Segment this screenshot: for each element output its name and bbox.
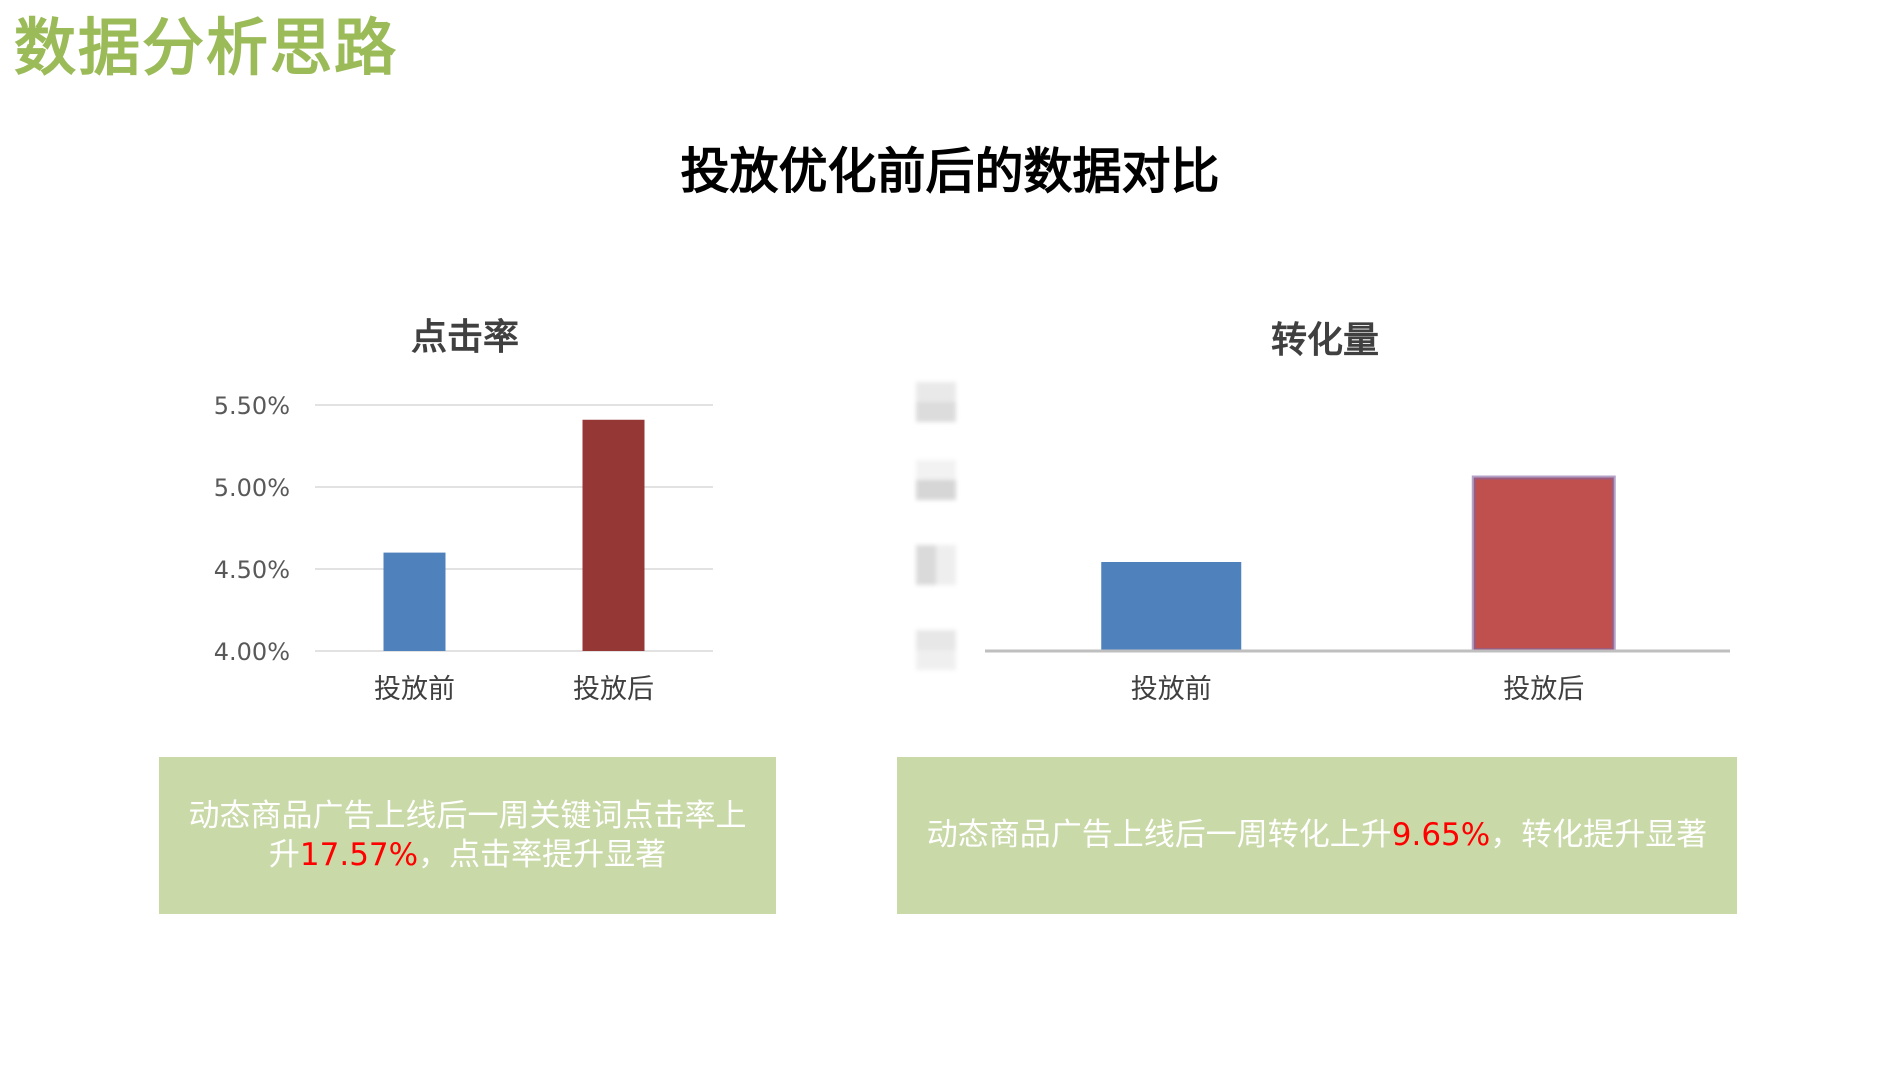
ctr-summary-callout: 动态商品广告上线后一周关键词点击率上升17.57%，点击率提升显著 <box>159 757 776 914</box>
y-tick-label: 4.00% <box>214 638 290 666</box>
conversion-increase-value: 9.65% <box>1391 817 1491 853</box>
ctr-chart-title: 点击率 <box>410 317 519 358</box>
blurred-y-label <box>916 460 956 500</box>
conversion-summary-tail: ，转化提升显著 <box>1490 817 1708 853</box>
blurred-y-label <box>916 630 956 670</box>
bar <box>582 419 645 651</box>
x-tick-label: 投放前 <box>1131 674 1212 705</box>
comparison-heading: 投放优化前后的数据对比 <box>680 143 1220 200</box>
bar <box>383 552 446 651</box>
conversion-bar-chart: 投放前 投放后 <box>985 475 1730 705</box>
blurred-y-label <box>916 382 956 422</box>
conversion-summary-callout: 动态商品广告上线后一周转化上升9.65%，转化提升显著 <box>897 757 1737 914</box>
y-tick-label: 4.50% <box>214 556 290 584</box>
page-title: 数据分析思路 <box>14 11 399 84</box>
y-tick-label: 5.00% <box>214 474 290 502</box>
x-tick-label: 投放前 <box>374 674 455 705</box>
ctr-summary-tail: ，点击率提升显著 <box>418 836 667 873</box>
bar <box>1471 475 1616 652</box>
x-tick-label: 投放后 <box>573 674 654 705</box>
conversion-chart-title: 转化量 <box>1270 320 1379 361</box>
ctr-summary-text: 动态商品广告上线后一周关键词点击率上升 <box>188 797 747 873</box>
ctr-bar-chart: 4.00% 4.50% 5.00% 5.50% 投放前 投放后 <box>214 392 713 705</box>
conversion-summary-text: 动态商品广告上线后一周转化上升 <box>926 817 1392 853</box>
ctr-increase-value: 17.57% <box>299 836 419 873</box>
bar <box>1101 562 1242 650</box>
x-tick-label: 投放后 <box>1503 674 1584 705</box>
y-tick-label: 5.50% <box>214 392 290 420</box>
blurred-y-label <box>916 545 956 585</box>
